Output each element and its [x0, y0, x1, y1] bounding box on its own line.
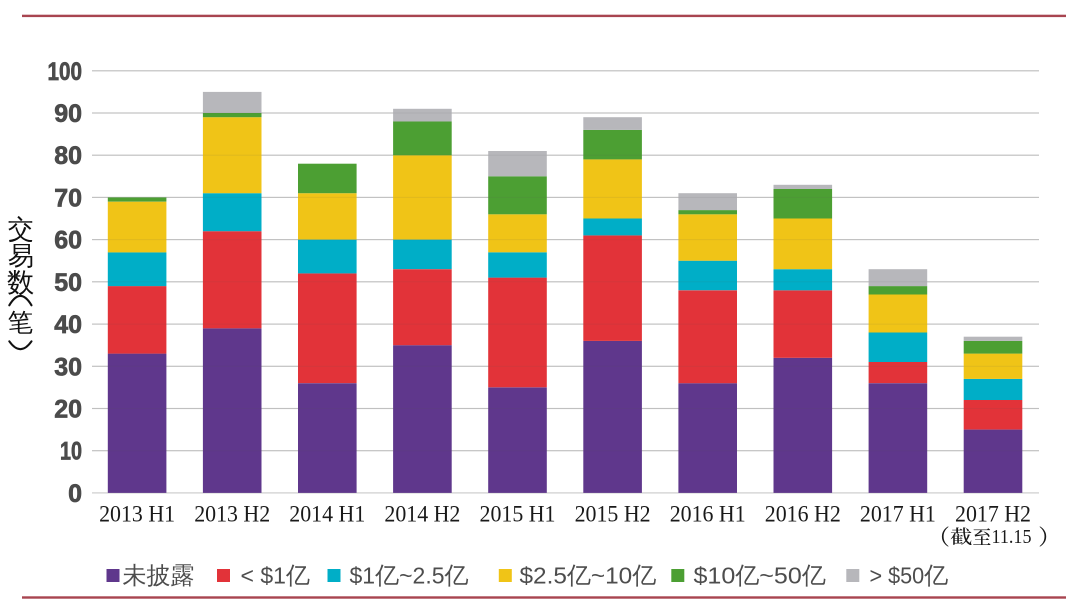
svg-text:2017 H1: 2017 H1 — [860, 502, 936, 527]
svg-text:2014 H2: 2014 H2 — [384, 502, 460, 527]
svg-text:2015 H1: 2015 H1 — [480, 502, 556, 527]
svg-text:2013 H2: 2013 H2 — [194, 502, 270, 527]
svg-text:2017 H2: 2017 H2 — [955, 502, 1031, 527]
svg-text:$10: $10 — [694, 563, 736, 589]
svg-text:20: 20 — [54, 396, 82, 424]
svg-text:< $1: < $1 — [241, 563, 286, 589]
svg-text:10: 10 — [60, 438, 82, 466]
svg-text:~2.5: ~2.5 — [399, 563, 444, 589]
svg-text:50: 50 — [54, 269, 82, 297]
svg-text:~10: ~10 — [591, 563, 632, 589]
svg-text:2016 H1: 2016 H1 — [670, 502, 746, 527]
svg-text:2016 H2: 2016 H2 — [765, 502, 841, 527]
svg-text:30: 30 — [54, 353, 82, 381]
svg-text:~50: ~50 — [759, 563, 802, 589]
svg-text:11.15: 11.15 — [992, 526, 1032, 548]
svg-text:$1: $1 — [350, 563, 376, 589]
svg-text:100: 100 — [48, 58, 83, 86]
svg-text:2015 H2: 2015 H2 — [575, 502, 651, 527]
svg-text:80: 80 — [54, 142, 82, 170]
svg-text:2014 H1: 2014 H1 — [289, 502, 365, 527]
svg-text:2013 H1: 2013 H1 — [99, 502, 175, 527]
svg-text:40: 40 — [54, 311, 82, 339]
svg-text:> $50: > $50 — [870, 563, 925, 589]
svg-text:90: 90 — [54, 100, 82, 128]
svg-text:0: 0 — [68, 480, 82, 508]
svg-text:$2.5: $2.5 — [520, 563, 567, 589]
svg-text:70: 70 — [54, 184, 82, 212]
svg-text:60: 60 — [54, 227, 82, 255]
